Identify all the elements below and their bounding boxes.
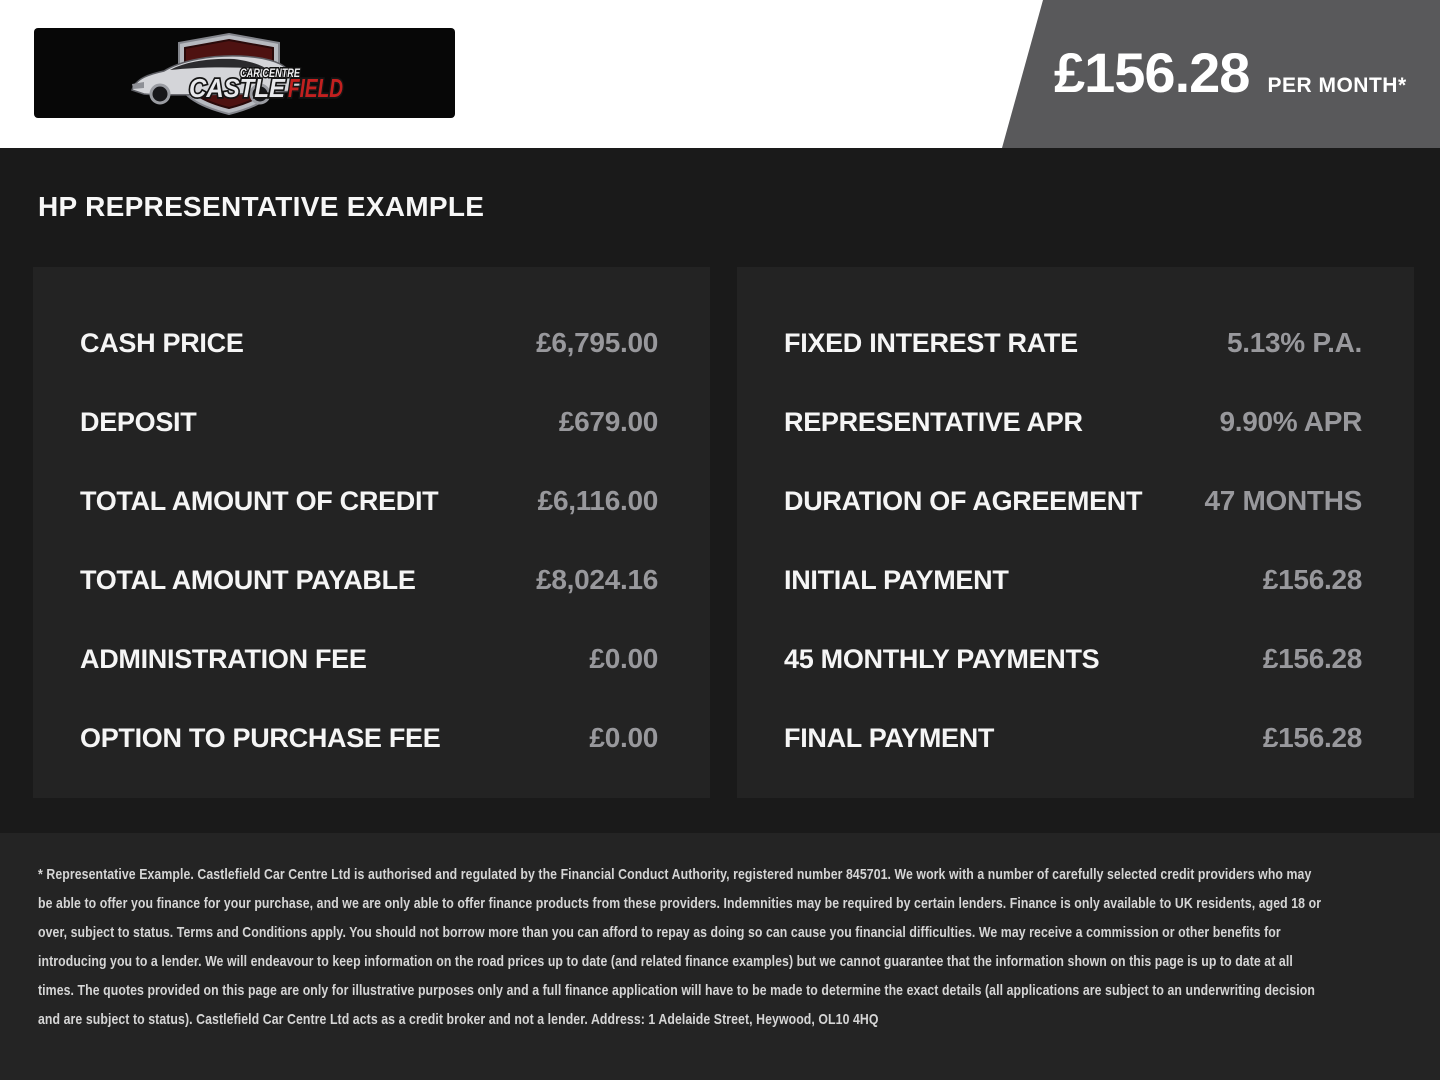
finance-row-value: £0.00: [589, 722, 658, 753]
finance-row-label: REPRESENTATIVE APR: [784, 407, 1083, 437]
finance-row-value: 47 MONTHS: [1204, 485, 1362, 516]
finance-row-value: £6,116.00: [537, 485, 659, 516]
page-header: CAR CENTRE CASTLE FIELD £156.28 PER MONT…: [0, 0, 1440, 148]
finance-row-label: 45 MONTHLY PAYMENTS: [784, 644, 1100, 674]
finance-row-value: £156.28: [1262, 722, 1362, 753]
page-title: HP REPRESENTATIVE EXAMPLE: [38, 191, 485, 222]
row-deposit: DEPOSIT £679.00: [80, 406, 658, 438]
finance-row-label: ADMINISTRATION FEE: [80, 644, 367, 674]
finance-row-value: £8,024.16: [536, 564, 658, 595]
monthly-price-suffix: PER MONTH*: [1267, 74, 1407, 97]
finance-panel-left: CASH PRICE £6,795.00 DEPOSIT £679.00 TOT…: [33, 267, 710, 798]
finance-row-label: INITIAL PAYMENT: [784, 565, 1009, 595]
finance-row-label: OPTION TO PURCHASE FEE: [80, 723, 441, 753]
row-total-amount-of-credit: TOTAL AMOUNT OF CREDIT £6,116.00: [80, 485, 658, 517]
car-icon: [131, 55, 301, 105]
finance-example-section: HP REPRESENTATIVE EXAMPLE CASH PRICE £6,…: [0, 148, 1440, 1080]
finance-panel-right: FIXED INTEREST RATE 5.13% P.A. REPRESENT…: [737, 267, 1414, 798]
row-representative-apr: REPRESENTATIVE APR 9.90% APR: [784, 406, 1362, 438]
finance-row-value: £156.28: [1262, 643, 1362, 674]
disclaimer-section: * Representative Example. Castlefield Ca…: [0, 833, 1440, 1080]
monthly-price-banner: £156.28 PER MONTH*: [1002, 0, 1440, 148]
finance-row-value: £156.28: [1262, 564, 1362, 595]
logo-name-castle: CASTLE: [189, 73, 286, 103]
finance-row-label: TOTAL AMOUNT PAYABLE: [80, 565, 416, 595]
finance-row-value: £0.00: [589, 643, 658, 674]
dealer-logo-emblem-icon: CAR CENTRE CASTLE FIELD: [131, 32, 345, 116]
row-option-to-purchase-fee: OPTION TO PURCHASE FEE £0.00: [80, 722, 658, 754]
row-initial-payment: INITIAL PAYMENT £156.28: [784, 564, 1362, 596]
finance-row-value: 9.90% APR: [1219, 406, 1362, 437]
finance-row-value: 5.13% P.A.: [1226, 327, 1362, 358]
disclaimer-text: * Representative Example. Castlefield Ca…: [38, 866, 1322, 1028]
row-final-payment: FINAL PAYMENT £156.28: [784, 722, 1362, 754]
finance-row-label: TOTAL AMOUNT OF CREDIT: [80, 486, 439, 516]
row-monthly-payments: 45 MONTHLY PAYMENTS £156.28: [784, 643, 1362, 675]
logo-name-field: FIELD: [288, 73, 343, 103]
row-administration-fee: ADMINISTRATION FEE £0.00: [80, 643, 658, 675]
row-duration-of-agreement: DURATION OF AGREEMENT 47 MONTHS: [784, 485, 1362, 517]
dealer-logo: CAR CENTRE CASTLE FIELD: [34, 28, 455, 118]
finance-row-label: DURATION OF AGREEMENT: [784, 486, 1143, 516]
monthly-price-amount: £156.28: [1054, 41, 1250, 104]
finance-row-label: FINAL PAYMENT: [784, 723, 995, 753]
logo-tagline: CAR CENTRE: [240, 66, 301, 80]
finance-row-label: FIXED INTEREST RATE: [784, 328, 1078, 358]
row-cash-price: CASH PRICE £6,795.00: [80, 327, 658, 359]
row-total-amount-payable: TOTAL AMOUNT PAYABLE £8,024.16: [80, 564, 658, 596]
finance-panels: CASH PRICE £6,795.00 DEPOSIT £679.00 TOT…: [33, 267, 1414, 798]
finance-row-label: DEPOSIT: [80, 407, 197, 437]
finance-row-value: £679.00: [558, 406, 658, 437]
finance-row-value: £6,795.00: [536, 327, 658, 358]
finance-row-label: CASH PRICE: [80, 328, 244, 358]
row-fixed-interest-rate: FIXED INTEREST RATE 5.13% P.A.: [784, 327, 1362, 359]
